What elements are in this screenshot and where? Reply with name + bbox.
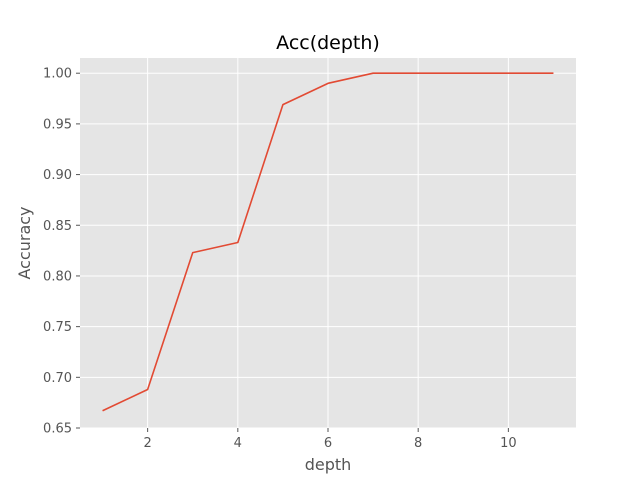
- x-tick-label: 10: [500, 436, 517, 451]
- x-tick-label: 8: [414, 436, 422, 451]
- x-tick-label: 4: [234, 436, 242, 451]
- y-tick-label: 0.70: [43, 371, 72, 386]
- series-line: [102, 72, 554, 412]
- x-tick-label: 6: [324, 436, 332, 451]
- y-tick-label: 0.80: [43, 269, 72, 284]
- y-axis-label: Accuracy: [15, 206, 34, 279]
- y-tick-label: 0.75: [43, 320, 72, 335]
- chart-title: Acc(depth): [276, 32, 380, 54]
- y-tick-label: 0.85: [43, 219, 72, 234]
- x-tick-label: 2: [143, 436, 151, 451]
- y-tick-label: 0.65: [43, 422, 72, 437]
- y-tick-label: 0.90: [43, 168, 72, 183]
- x-axis-label: depth: [305, 455, 352, 474]
- y-tick-label: 0.95: [43, 117, 72, 132]
- series-group: [102, 72, 554, 412]
- y-axis-ticks: 0.65 0.70 0.75 0.80 0.85 0.90 0.95 1.00: [43, 67, 80, 437]
- x-axis-ticks: 2 4 6 8 10: [143, 428, 517, 451]
- y-tick-label: 1.00: [43, 67, 72, 82]
